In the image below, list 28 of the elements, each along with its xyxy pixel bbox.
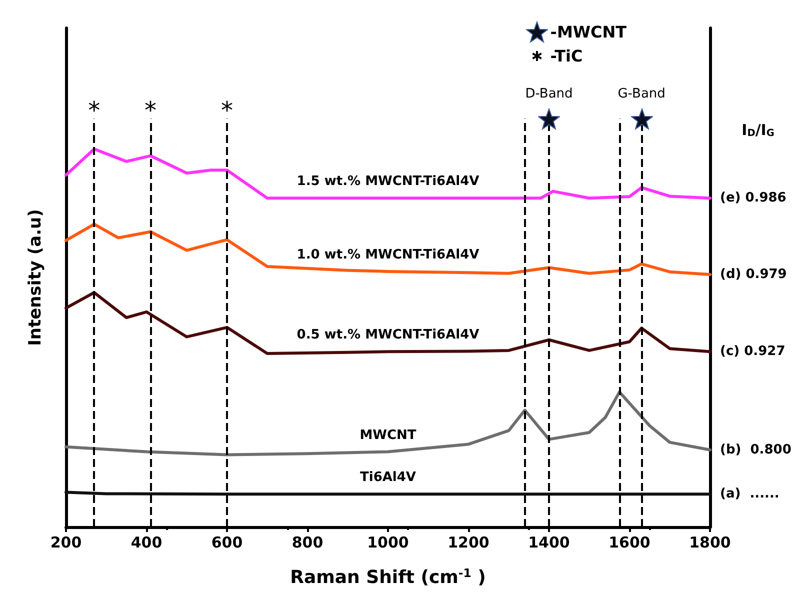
series-label: Ti6Al4V [360,470,416,486]
x-tick-label: 1400 [528,534,570,552]
text: (e) 0.986 [720,190,786,206]
y-axis-title: Intensity (a.u) [26,209,46,346]
x-tick-label: 1200 [448,534,490,552]
ref-line-label: * [88,96,100,125]
x-tick-label: 1600 [608,534,650,552]
text: (c) 0.927 [720,344,786,360]
text: (d) 0.979 [720,266,787,282]
text: -TiC [550,46,583,66]
text: -MWCNT [550,22,627,42]
series-label: 1.0 wt.% MWCNT-Ti6Al4V [296,247,480,262]
series-label: 1.5 wt.% MWCNT-Ti6Al4V [296,174,480,190]
x-tick-label: 800 [292,534,324,552]
x-tick-label: 600 [211,534,243,552]
text: ID/IG [742,121,774,139]
text: (a) ...... [720,486,780,502]
ref-line-label: * [144,96,157,125]
x-tick-label: 200 [50,534,82,552]
ref-line-label: D-Band [525,86,573,102]
series-label: 0.5 wt.% MWCNT-Ti6Al4V [296,328,480,343]
text: (b) 0.800 [720,442,792,458]
x-tick-label: 1000 [367,534,409,552]
x-tick-label: 1800 [689,534,731,552]
ref-line-label: * [221,96,233,125]
x-tick-label: 400 [130,534,162,552]
series-label: MWCNT [360,428,416,443]
ref-line-label: G-Band [618,86,666,102]
